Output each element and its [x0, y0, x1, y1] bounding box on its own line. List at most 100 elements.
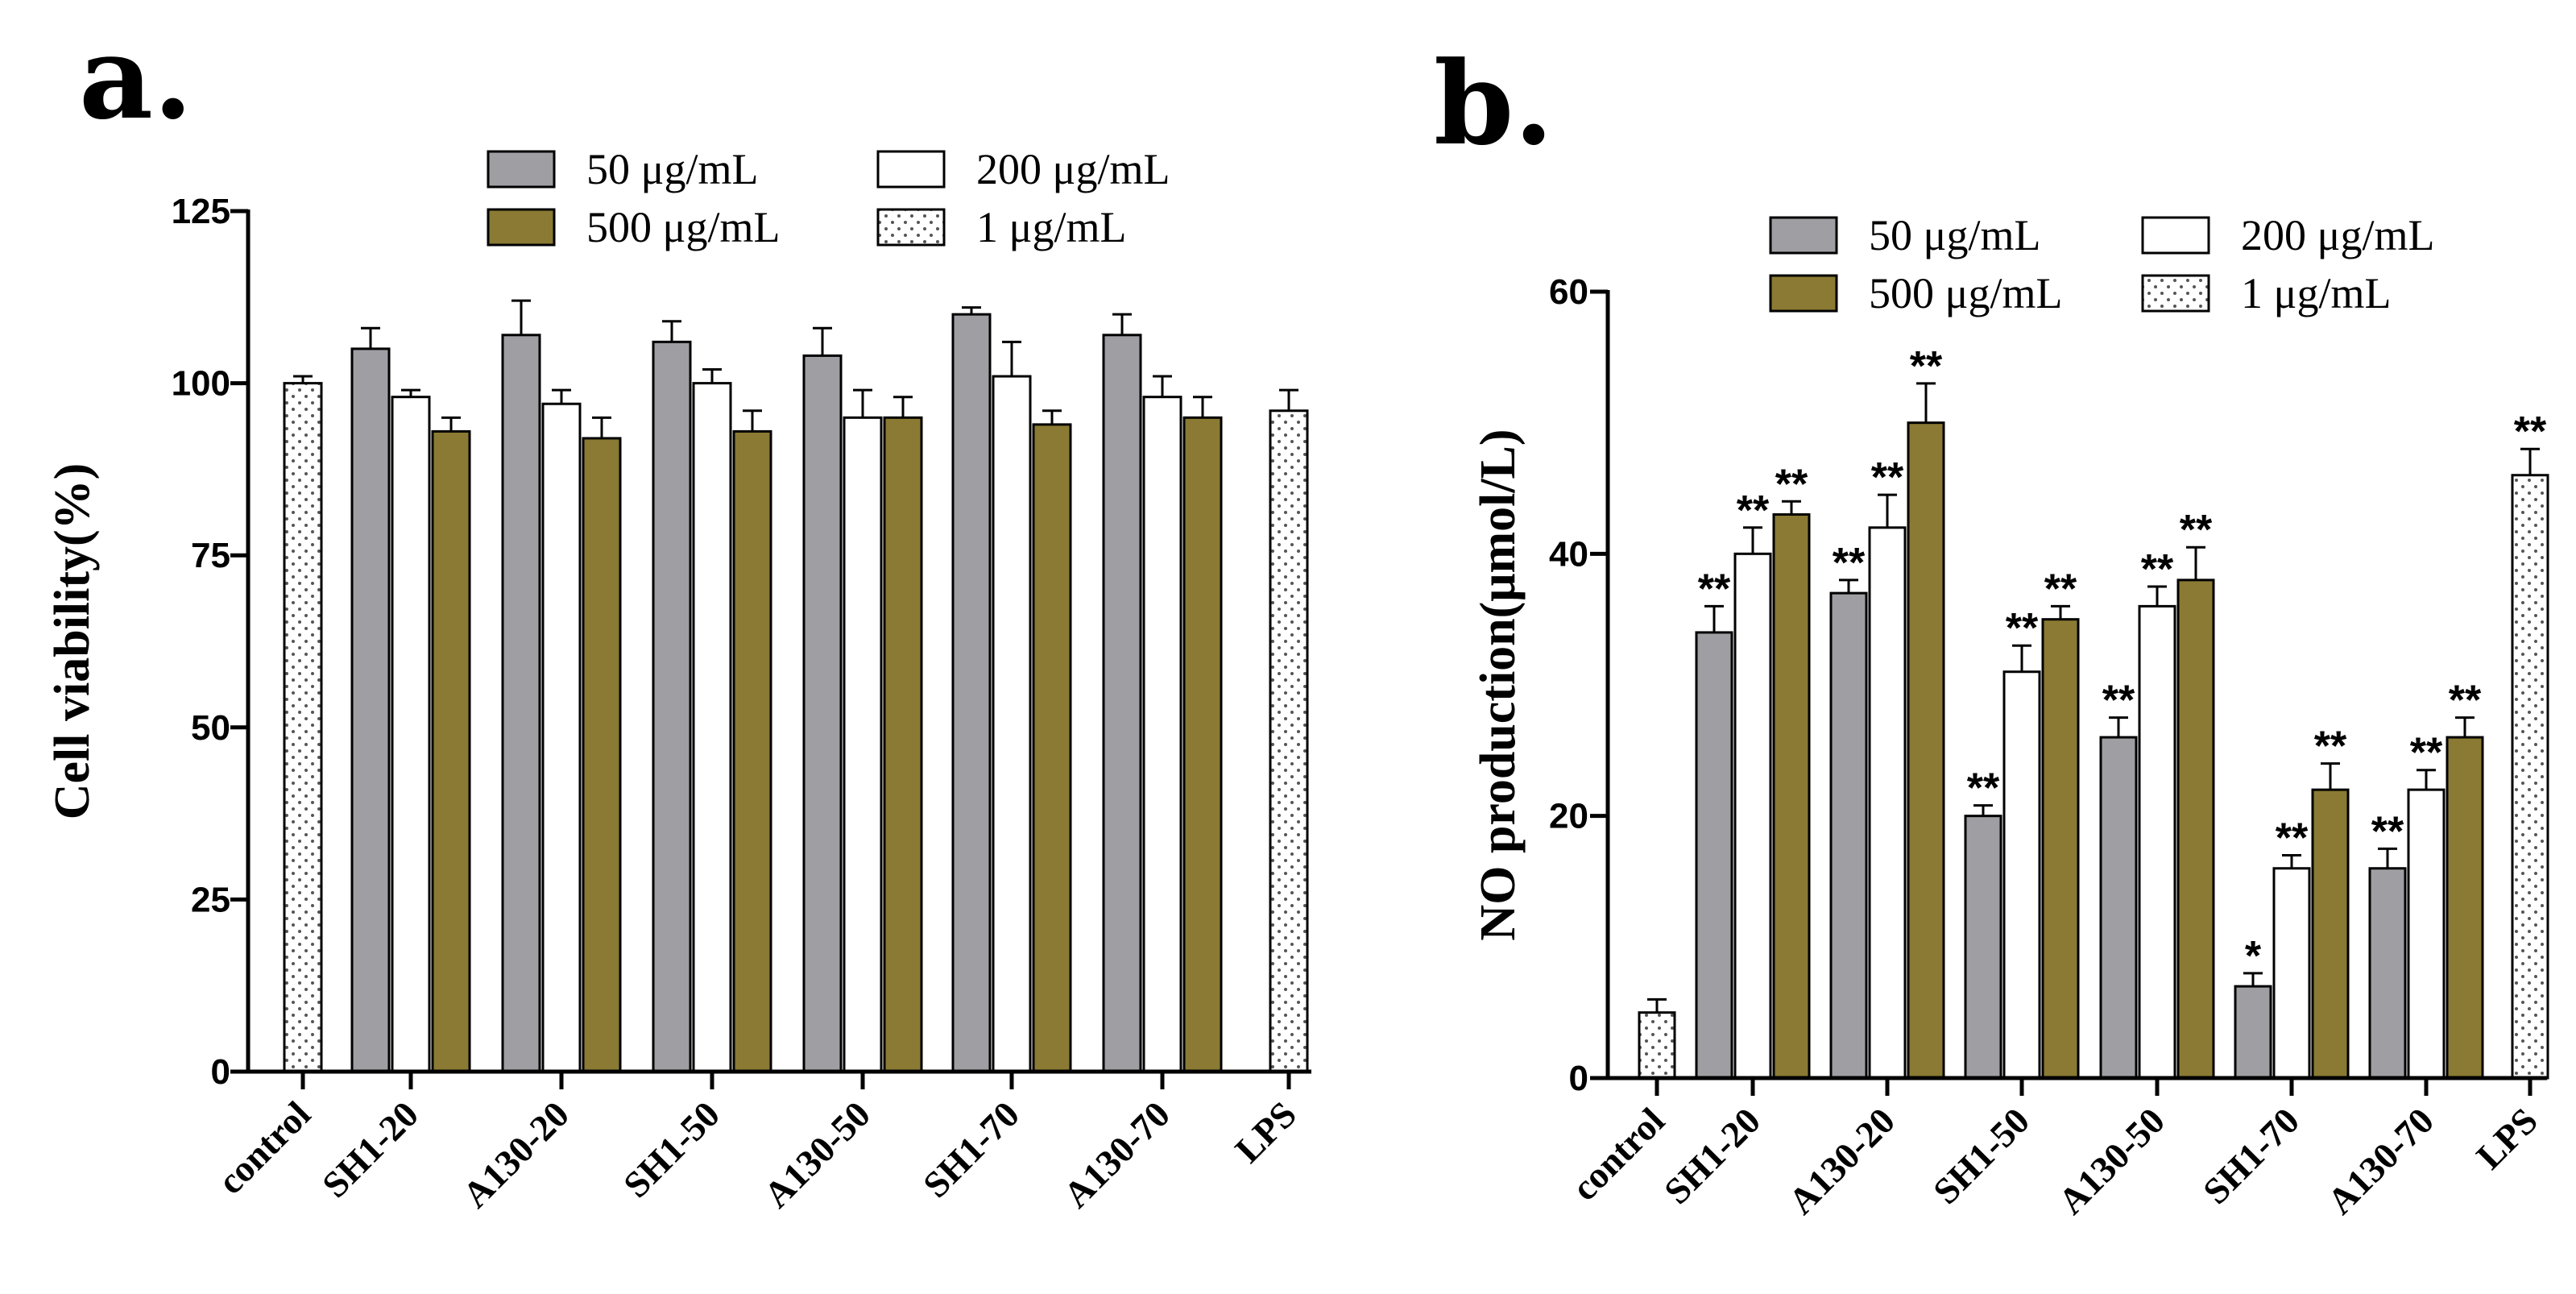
significance-a130-50-200-g-ml: ** [2141, 546, 2174, 593]
bar-sh1-20-50-g-ml [350, 347, 391, 1073]
legend-swatch-500-g-ml [1769, 274, 1838, 313]
significance-sh1-70-50-g-ml: * [2245, 933, 2262, 980]
bar-a130-70-500-g-ml [1182, 416, 1223, 1073]
legend-label-500-g-ml: 500 μg/mL [1869, 269, 2062, 317]
significance-sh1-70-200-g-ml: ** [2276, 815, 2309, 861]
panel-a-label: a. [79, 11, 193, 145]
bar-a130-20-50-g-ml [1829, 591, 1868, 1080]
bar-sh1-70-200-g-ml [992, 375, 1032, 1073]
significance-a130-70-50-g-ml: ** [2371, 808, 2404, 855]
x-tick-label-a130-20: A130-20 [1780, 1100, 1903, 1222]
bar-sh1-50-50-g-ml [652, 340, 692, 1073]
x-tick-label-sh1-50: SH1-50 [615, 1093, 727, 1205]
legend-swatch-1-g-ml [876, 208, 946, 247]
bar-a130-20-200-g-ml [1868, 526, 1907, 1080]
bar-a130-20-500-g-ml [1907, 421, 1945, 1080]
legend-label-50-g-ml: 50 μg/mL [586, 145, 758, 193]
bar-sh1-70-500-g-ml [1032, 423, 1072, 1073]
significance-a130-70-500-g-ml: ** [2449, 678, 2482, 724]
significance-a130-50-50-g-ml: ** [2102, 678, 2135, 724]
significance-sh1-70-500-g-ml: ** [2314, 724, 2347, 770]
significance-sh1-20-200-g-ml: ** [1737, 487, 1770, 534]
legend-swatch-200-g-ml [2141, 216, 2210, 255]
x-tick-label-control: control [209, 1093, 318, 1202]
bar-a130-50-200-g-ml [2138, 604, 2176, 1080]
bar-sh1-50-500-g-ml [732, 429, 772, 1073]
y-tick-label: 20 [1549, 797, 1588, 836]
legend-swatch-500-g-ml [487, 208, 556, 247]
x-tick-label-sh1-20: SH1-20 [1656, 1100, 1768, 1212]
legend-label-50-g-ml: 50 μg/mL [1869, 211, 2040, 259]
x-tick-label-lps: LPS [1227, 1093, 1304, 1171]
significance-sh1-20-500-g-ml: ** [1775, 461, 1808, 508]
x-tick-label-a130-20: A130-20 [454, 1093, 577, 1216]
bar-sh1-20-500-g-ml [431, 429, 471, 1073]
significance-a130-20-200-g-ml: ** [1871, 454, 1904, 501]
x-tick-label-sh1-20: SH1-20 [314, 1093, 426, 1205]
bar-sh1-20-200-g-ml [1733, 552, 1772, 1080]
bar-a130-70-200-g-ml [1142, 396, 1182, 1073]
bar-lps-1-g-ml [1269, 409, 1309, 1073]
legend-label-200-g-ml: 200 μg/mL [976, 145, 1170, 193]
legend-swatch-200-g-ml [876, 150, 946, 189]
x-tick-label-lps: LPS [2468, 1100, 2545, 1177]
bar-sh1-50-200-g-ml [2002, 670, 2041, 1080]
y-tick-label: 0 [211, 1052, 230, 1092]
bar-sh1-70-50-g-ml [2234, 985, 2272, 1080]
significance-sh1-50-500-g-ml: ** [2044, 566, 2077, 612]
bar-sh1-70-50-g-ml [951, 313, 992, 1073]
bar-a130-50-50-g-ml [2099, 736, 2138, 1080]
bar-sh1-50-500-g-ml [2041, 618, 2080, 1080]
bar-sh1-50-50-g-ml [1964, 815, 2002, 1080]
y-tick-label: 75 [191, 536, 230, 575]
bar-a130-50-500-g-ml [883, 416, 923, 1073]
bar-control-1-g-ml [1638, 1011, 1676, 1080]
bar-sh1-20-50-g-ml [1695, 631, 1733, 1080]
x-tick-label-a130-50: A130-50 [2050, 1100, 2172, 1222]
y-tick-label: 125 [172, 192, 230, 231]
significance-a130-70-200-g-ml: ** [2410, 730, 2443, 777]
x-tick-label-sh1-70: SH1-70 [2195, 1100, 2307, 1212]
bar-a130-70-50-g-ml [1102, 334, 1142, 1073]
bar-a130-70-200-g-ml [2407, 788, 2446, 1080]
y-tick-label: 50 [191, 708, 230, 748]
y-tick-label: 25 [191, 880, 230, 919]
bar-a130-70-500-g-ml [2446, 736, 2484, 1080]
bar-a130-70-50-g-ml [2368, 867, 2407, 1080]
bar-sh1-70-500-g-ml [2311, 788, 2350, 1080]
significance-a130-20-50-g-ml: ** [1833, 540, 1866, 587]
bar-a130-20-50-g-ml [501, 334, 541, 1073]
bar-lps-1-g-ml [2511, 474, 2549, 1080]
x-tick-label-control: control [1563, 1100, 1672, 1209]
bar-sh1-70-200-g-ml [2272, 867, 2311, 1080]
significance-lps-1-g-ml: ** [2514, 409, 2547, 455]
legend-label-1-g-ml: 1 μg/mL [976, 203, 1126, 251]
bar-control-1-g-ml [283, 382, 323, 1073]
significance-a130-20-500-g-ml: ** [1910, 343, 1943, 390]
x-tick-label-a130-50: A130-50 [756, 1093, 878, 1216]
y-tick-label: 0 [1569, 1059, 1588, 1098]
legend-label-200-g-ml: 200 μg/mL [2241, 211, 2434, 259]
y-axis-label: Cell viability(%) [45, 463, 100, 820]
bar-a130-50-200-g-ml [843, 416, 883, 1073]
y-axis-label: NO production(μmol/L) [1471, 429, 1526, 940]
legend-swatch-50-g-ml [487, 150, 556, 189]
bar-a130-20-500-g-ml [582, 437, 622, 1073]
y-tick-label: 60 [1549, 272, 1588, 312]
bar-sh1-20-200-g-ml [391, 396, 431, 1073]
legend-swatch-50-g-ml [1769, 216, 1838, 255]
significance-sh1-20-50-g-ml: ** [1698, 566, 1731, 612]
y-tick-label: 100 [172, 364, 230, 404]
bar-a130-50-500-g-ml [2176, 579, 2215, 1080]
bar-a130-50-50-g-ml [802, 354, 843, 1073]
panel-b-chart: *************************************020… [1471, 211, 2549, 1222]
legend-label-500-g-ml: 500 μg/mL [586, 203, 780, 251]
y-tick-label: 40 [1549, 534, 1588, 574]
panel-b-label: b. [1434, 37, 1554, 171]
legend-swatch-1-g-ml [2141, 274, 2210, 313]
bar-a130-20-200-g-ml [541, 402, 582, 1073]
significance-a130-50-500-g-ml: ** [2180, 507, 2213, 554]
significance-sh1-50-50-g-ml: ** [1967, 765, 2000, 812]
